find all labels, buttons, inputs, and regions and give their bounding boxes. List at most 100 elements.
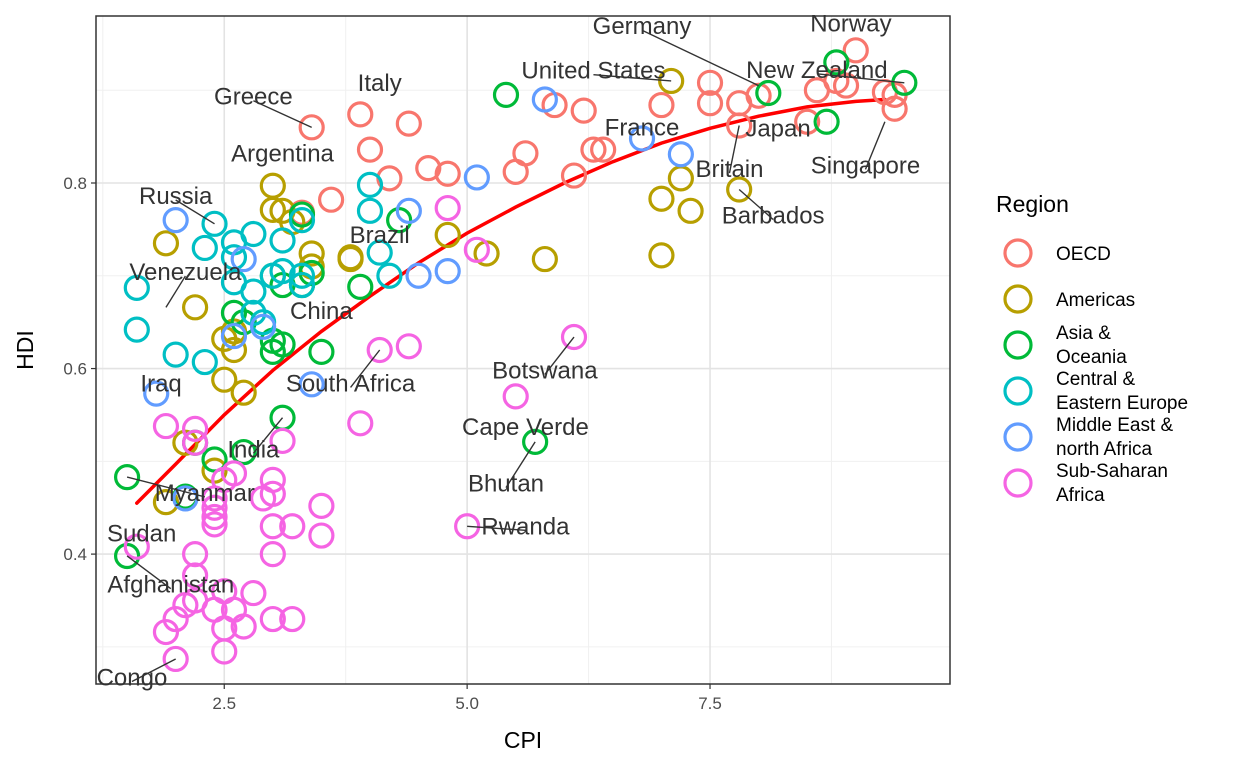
gridlines — [96, 16, 950, 684]
annotation-label: Congo — [97, 665, 168, 692]
annotation-leader-line — [467, 525, 526, 531]
annotation-label: Myanmar — [155, 480, 255, 507]
axis-ticks: 2.5 5.0 7.5 0.4 0.6 0.8 — [63, 174, 721, 713]
annotation-label: Britain — [695, 156, 763, 183]
data-point — [113, 464, 141, 491]
data-point — [240, 220, 267, 248]
plot-background — [96, 16, 950, 684]
annotation-label: South Africa — [286, 370, 416, 397]
data-point — [211, 366, 238, 393]
annotation-label: Venezuela — [129, 259, 242, 286]
data-point — [240, 579, 267, 607]
data-point — [823, 49, 850, 76]
annotation-leader-line — [252, 417, 284, 454]
data-point — [366, 239, 393, 266]
data-point — [201, 503, 228, 531]
data-point — [347, 273, 374, 301]
annotation-leader-line — [864, 121, 886, 170]
legend-label: OECD — [1056, 244, 1111, 265]
legend-label: Americas — [1056, 290, 1135, 311]
annotation-label: Rwanda — [481, 513, 570, 540]
data-point — [181, 415, 209, 442]
data-point — [881, 95, 908, 122]
annotation-label: China — [290, 298, 353, 325]
y-tick-label: 0.6 — [63, 360, 87, 379]
data-point — [726, 112, 753, 139]
legend-key — [1003, 468, 1033, 498]
data-point — [162, 645, 189, 673]
legend-key — [1003, 284, 1033, 314]
data-point — [288, 207, 316, 234]
data-point — [454, 513, 481, 540]
data-point — [755, 79, 782, 107]
data-point — [162, 207, 189, 234]
annotation-label: Japan — [745, 115, 810, 142]
data-point — [366, 336, 393, 364]
data-point — [191, 348, 218, 376]
data-point — [376, 262, 403, 289]
data-point — [696, 69, 724, 96]
legend-label: Middle East & — [1056, 415, 1174, 436]
data-point — [259, 466, 286, 493]
data-point — [152, 489, 180, 516]
y-axis-title: HDI — [12, 330, 38, 370]
x-tick-label: 5.0 — [455, 694, 479, 713]
points-layer — [113, 37, 918, 673]
data-point — [463, 236, 490, 263]
data-point — [220, 460, 248, 487]
annotation-label: France — [605, 114, 680, 141]
data-point — [152, 230, 180, 257]
annotation-leader-line — [253, 100, 312, 128]
data-point — [813, 108, 840, 135]
annotation-leader-line — [131, 658, 176, 683]
data-point — [356, 171, 384, 198]
data-point — [726, 176, 753, 203]
data-point — [269, 258, 296, 285]
data-point — [395, 110, 422, 137]
legend: Region OECD Americas Asia & OceaniaCentral … — [996, 191, 1188, 506]
data-point — [220, 336, 248, 364]
legend-label: Oceania — [1056, 347, 1127, 368]
data-point — [531, 86, 558, 113]
data-point — [522, 428, 549, 455]
annotation-label: Italy — [358, 70, 402, 97]
data-point — [181, 562, 209, 589]
annotation-label: Argentina — [231, 140, 334, 167]
legend-label: Central & — [1056, 369, 1136, 390]
annotation-leader-line — [165, 275, 186, 308]
annotation-label: Singapore — [811, 152, 920, 179]
data-point — [356, 136, 384, 163]
annotation-leader-line — [505, 441, 536, 488]
data-point — [648, 242, 675, 269]
legend-label: Sub-Saharan — [1056, 461, 1168, 482]
data-point — [308, 522, 335, 549]
data-point — [123, 316, 150, 343]
data-point — [463, 164, 490, 191]
data-point — [648, 185, 675, 212]
data-point — [677, 197, 704, 224]
y-tick-label: 0.4 — [63, 545, 87, 564]
data-point — [891, 69, 918, 96]
data-point — [162, 341, 189, 368]
data-point — [230, 245, 257, 273]
legend-label: Asia & — [1056, 323, 1111, 344]
legend-label: Africa — [1056, 485, 1105, 506]
data-point — [220, 322, 248, 350]
data-point — [259, 513, 286, 540]
data-point — [201, 446, 228, 473]
annotation-label: Brazil — [350, 222, 410, 249]
data-point — [658, 67, 685, 95]
annotation-leader-line — [544, 336, 575, 375]
y-tick-label: 0.8 — [63, 174, 87, 193]
legend-key — [1003, 422, 1033, 452]
x-tick-label: 7.5 — [698, 694, 722, 713]
annotation-label: Iraq — [140, 370, 181, 397]
data-point — [298, 371, 325, 398]
annotation-leader-line — [816, 73, 905, 84]
data-point — [269, 227, 296, 254]
data-point — [512, 140, 539, 167]
data-point — [696, 90, 724, 117]
data-point — [230, 613, 257, 640]
annotation-label: Sudan — [107, 521, 176, 548]
